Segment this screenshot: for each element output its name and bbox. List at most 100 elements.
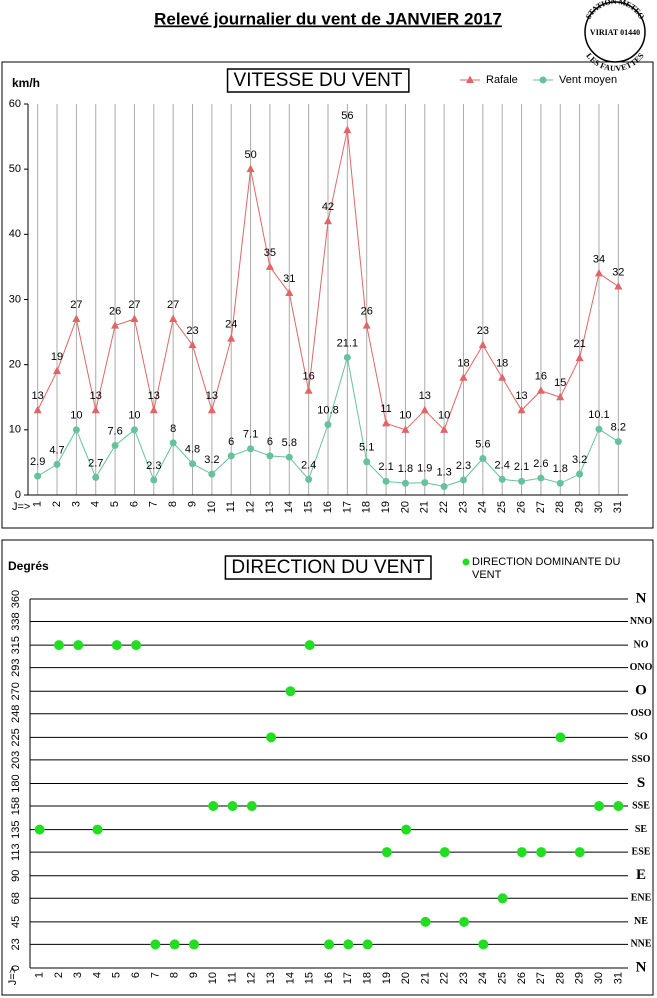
point [594, 801, 605, 812]
data-label: 32 [612, 266, 624, 278]
marker [150, 476, 158, 484]
x-tick-label: 25 [496, 501, 508, 513]
x-tick-label: 11 [225, 501, 237, 512]
point [381, 847, 392, 858]
marker [305, 475, 313, 483]
x-tick-label: 24 [477, 972, 489, 984]
data-label: 21.1 [337, 337, 358, 349]
x-tick-label: 22 [439, 972, 451, 984]
marker [382, 477, 390, 485]
y-tick-label: 40 [9, 228, 21, 240]
x-tick-label: 23 [458, 972, 470, 984]
data-label: 24 [225, 319, 237, 331]
legend-label: DIRECTION DOMINANTE DU VENT [472, 556, 621, 581]
marker [343, 125, 352, 134]
marker [227, 334, 236, 342]
marker [440, 425, 449, 433]
marker [324, 216, 332, 225]
y-tick-label: 225 [10, 728, 22, 746]
x-axis-label: J=> [12, 501, 30, 513]
x-tick-label: 30 [593, 501, 605, 513]
y-tick-label: 30 [9, 293, 21, 305]
point [401, 824, 412, 835]
data-label: 26 [109, 305, 121, 317]
chart-title: DIRECTION DU VENT [231, 557, 425, 578]
marker [382, 418, 391, 427]
stamp-text: STATION METEO [584, 0, 647, 21]
x-tick-label: 20 [399, 501, 411, 513]
marker [498, 475, 506, 483]
direction-label: SO [634, 732, 648, 743]
x-tick-label: 28 [554, 972, 566, 984]
marker [537, 474, 545, 482]
data-label: 15 [554, 377, 566, 389]
marker [421, 479, 429, 487]
data-label: 27 [128, 299, 140, 311]
legend-label: Vent moyen [559, 74, 617, 86]
point [555, 732, 566, 743]
x-tick-label: 5 [109, 501, 121, 507]
data-label: 2.1 [378, 461, 393, 473]
x-axis-label: J=> [7, 967, 19, 985]
data-label: 13 [148, 390, 160, 402]
y-tick-label: 45 [10, 916, 22, 928]
marker [53, 460, 61, 468]
legend-marker [466, 75, 474, 83]
direction-label: SSO [632, 754, 651, 765]
marker [440, 483, 448, 491]
legend-label-line: VENT [472, 569, 502, 581]
data-label: 2.4 [495, 459, 510, 471]
marker [459, 476, 467, 484]
data-label: 6 [267, 436, 273, 448]
point [420, 916, 431, 927]
marker [556, 392, 565, 401]
x-tick-label: 13 [264, 501, 276, 513]
marker [304, 386, 313, 394]
point [574, 847, 585, 858]
data-label: 10 [128, 410, 140, 422]
marker [285, 288, 294, 296]
data-label: 2.3 [456, 460, 471, 472]
data-label: 1.9 [417, 463, 432, 475]
x-tick-label: 17 [341, 501, 353, 513]
data-label: 23 [477, 325, 489, 337]
marker [594, 268, 603, 277]
marker [459, 373, 468, 381]
data-label: 13 [515, 390, 527, 402]
x-tick-label: 12 [246, 972, 258, 984]
data-label: 18 [496, 358, 508, 370]
x-tick-label: 2 [51, 501, 63, 507]
x-tick-label: 15 [303, 501, 315, 513]
point [246, 801, 257, 812]
x-tick-label: 15 [304, 972, 316, 984]
marker [343, 353, 351, 361]
direction-label: N [636, 959, 647, 975]
point [227, 801, 238, 812]
direction-label: S [637, 775, 645, 791]
data-label: 2.7 [88, 457, 103, 469]
x-tick-label: 22 [438, 501, 450, 513]
data-label: 5.6 [475, 438, 490, 450]
marker [363, 458, 371, 466]
data-label: 13 [32, 390, 44, 402]
x-tick-label: 21 [419, 501, 431, 513]
x-tick-label: 31 [612, 972, 624, 984]
x-tick-label: 17 [342, 972, 354, 984]
marker [518, 477, 526, 485]
page-title: Relevé journalier du vent de JANVIER 201… [154, 9, 502, 28]
marker [53, 366, 62, 375]
point [73, 640, 84, 651]
y-tick-label: 180 [10, 774, 22, 792]
data-label: 34 [593, 253, 605, 265]
direction-label: ENE [631, 893, 652, 904]
y-tick-label: 113 [10, 843, 22, 861]
y-tick-label: 60 [9, 98, 21, 110]
legend-marker [539, 76, 547, 84]
data-label: 10 [70, 410, 82, 422]
x-tick-label: 29 [574, 972, 586, 984]
data-label: 2.6 [533, 458, 548, 470]
x-tick-label: 21 [419, 972, 431, 984]
y-tick-label: 0 [10, 965, 22, 971]
data-label: 56 [341, 110, 353, 122]
x-tick-label: 27 [535, 501, 547, 513]
